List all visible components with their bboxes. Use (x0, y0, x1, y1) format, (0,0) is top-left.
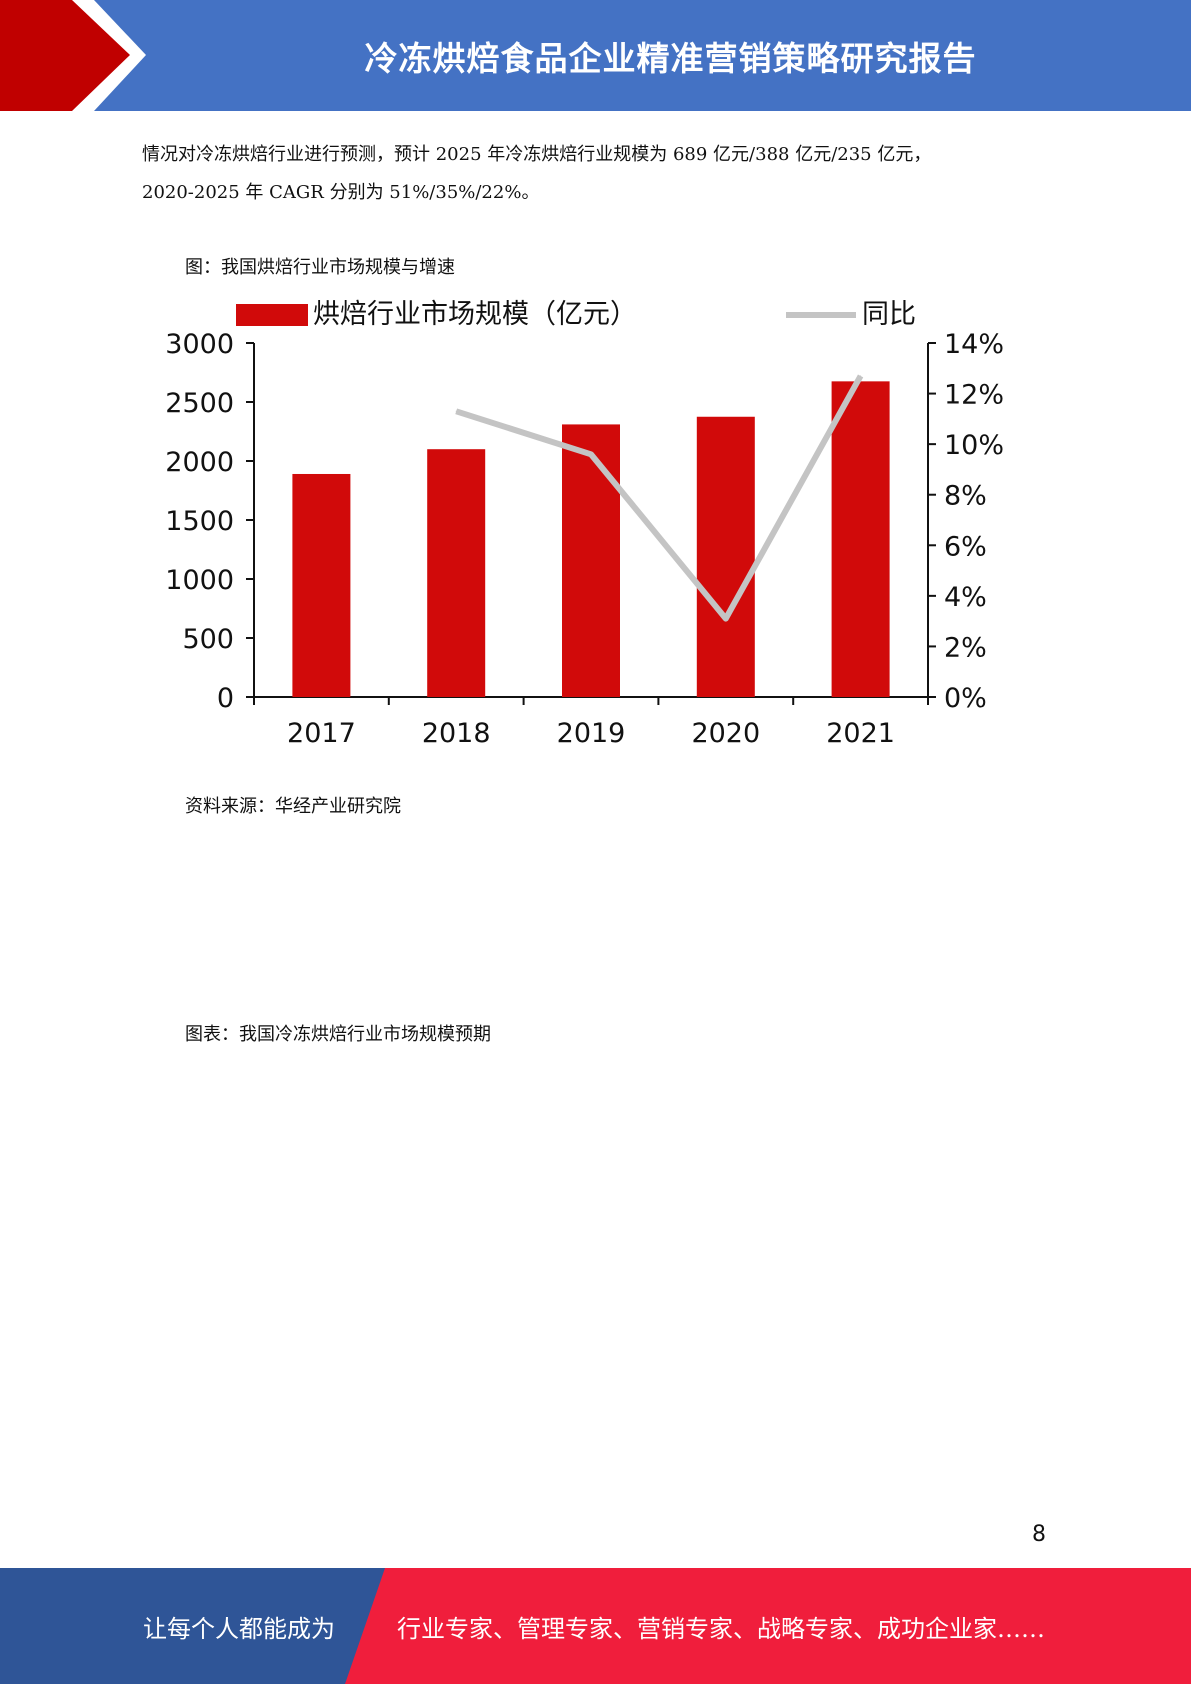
y-tick-label: 500 (182, 624, 234, 655)
y-tick-label: 2500 (165, 388, 234, 419)
paragraph-line: 情况对冷冻烘焙行业进行预测，预计 2025 年冷冻烘焙行业规模为 689 亿元/… (142, 144, 932, 165)
body-paragraph: 情况对冷冻烘焙行业进行预测，预计 2025 年冷冻烘焙行业规模为 689 亿元/… (142, 136, 1042, 212)
chart-bars (292, 381, 890, 697)
y2-tick-label: 12% (944, 380, 1004, 411)
paragraph-line: 2020-2025 年 CAGR 分别为 51%/35%/22%。 (142, 182, 540, 203)
line-point-2020 (725, 618, 727, 620)
market-size-chart: 烘焙行业市场规模（亿元） 同比 0 500 1000 1500 2000 2500 3000… (140, 285, 1040, 765)
y2-tick-label: 0% (944, 683, 987, 714)
footer-slogan-right: 行业专家、管理专家、营销专家、战略专家、成功企业家…… (397, 1614, 1045, 1643)
y2-tick-label: 8% (944, 481, 987, 512)
line-point-2018 (455, 410, 457, 412)
y-tick-label: 2000 (165, 447, 234, 478)
figure-caption: 图：我国烘焙行业市场规模与增速 (185, 257, 455, 278)
document-title: 冷冻烘焙食品企业精准营销策略研究报告 (364, 38, 977, 78)
x-tick-label: 2020 (691, 718, 760, 749)
y-tick-label: 0 (217, 683, 234, 714)
y2-tick-label: 6% (944, 531, 987, 562)
bar-2018 (427, 449, 486, 697)
page-footer: 让每个人都能成为 行业专家、管理专家、营销专家、战略专家、成功企业家…… (0, 1568, 1191, 1684)
y2-tick-label: 4% (944, 582, 987, 613)
bar-2017 (292, 473, 351, 697)
line-point-2019 (590, 453, 592, 455)
x-tick-label: 2021 (826, 718, 895, 749)
chart-axes: 0 500 1000 1500 2000 2500 3000 0% 2% 4% 6% 8% 10% 12%… (165, 329, 1004, 749)
bar-2020 (696, 416, 755, 697)
bar-2019 (562, 424, 620, 697)
y2-tick-label: 14% (944, 329, 1004, 360)
y-tick-label: 1500 (165, 506, 234, 537)
footer-slogan-left: 让每个人都能成为 (143, 1614, 335, 1643)
legend-line-label: 同比 (862, 299, 916, 330)
yoy-growth-line (455, 374, 864, 622)
table-caption: 图表：我国冷冻烘焙行业市场规模预期 (185, 1024, 491, 1045)
y2-tick-label: 2% (944, 632, 987, 663)
footer-blue-band (0, 1568, 385, 1684)
x-tick-label: 2019 (557, 718, 626, 749)
chart-svg: 烘焙行业市场规模（亿元） 同比 0 500 1000 1500 2000 2500 3000… (165, 299, 1004, 749)
header-red-arrow-decoration (0, 0, 146, 111)
y-tick-label: 3000 (165, 329, 234, 360)
line-point-2021 (860, 375, 862, 377)
legend-bar-swatch (236, 304, 308, 326)
legend-bar-label: 烘焙行业市场规模（亿元） (313, 299, 637, 330)
page-number: 8 (1032, 1522, 1046, 1547)
y-tick-label: 1000 (165, 565, 234, 596)
chart-line (455, 374, 864, 622)
x-tick-label: 2017 (287, 718, 356, 749)
chart-legend: 烘焙行业市场规模（亿元） 同比 (236, 299, 916, 330)
y2-tick-label: 10% (944, 430, 1004, 461)
source-caption: 资料来源：华经产业研究院 (185, 796, 401, 817)
page-header: 冷冻烘焙食品企业精准营销策略研究报告 (0, 0, 1191, 111)
bar-2021 (831, 381, 890, 697)
x-tick-label: 2018 (422, 718, 491, 749)
